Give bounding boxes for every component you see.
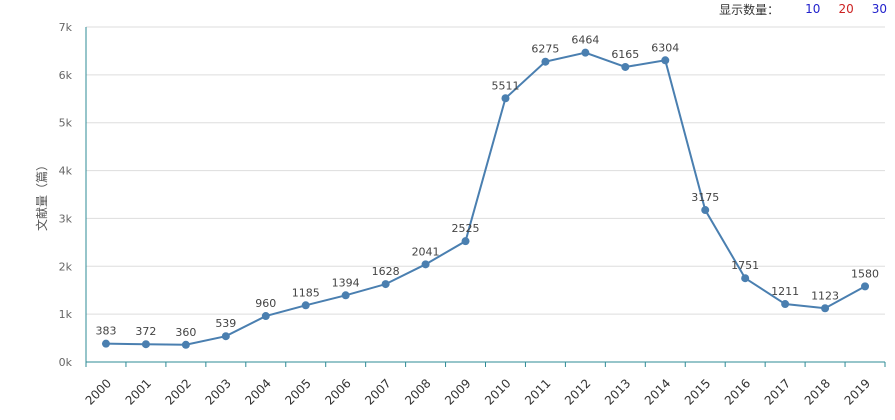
series-line — [105, 51, 866, 346]
x-axis-ticks: 2000 2001 2002 2003 2004 2005 2006 2007 2008 2009… — [83, 362, 886, 408]
data-label: 1751 — [731, 259, 759, 272]
data-point[interactable] — [261, 312, 270, 321]
x-tick-label: 2013 — [602, 376, 633, 407]
x-tick-label: 2004 — [242, 376, 273, 407]
data-label: 360 — [175, 326, 196, 339]
data-point[interactable] — [101, 339, 110, 348]
data-label: 383 — [95, 325, 116, 338]
data-labels: 383 372 360 539 960 1185 1394 1628 2041 2525 5511 6… — [95, 34, 879, 339]
x-tick-label: 2014 — [642, 376, 673, 407]
x-tick-label: 2008 — [402, 376, 433, 407]
data-label: 6304 — [651, 41, 679, 54]
data-label: 1211 — [771, 285, 799, 298]
data-label: 372 — [135, 325, 156, 338]
data-label: 6275 — [531, 43, 559, 56]
y-tick-label: 5k — [59, 117, 73, 130]
x-tick-label: 2009 — [442, 376, 473, 407]
y-axis-label: 文献量（篇） — [34, 159, 49, 231]
x-tick-label: 2001 — [123, 376, 154, 407]
y-tick-label: 3k — [59, 212, 73, 225]
data-point[interactable] — [621, 62, 630, 71]
display-count-toolbar: 显示数量： 10 20 30 — [719, 0, 887, 18]
data-point[interactable] — [461, 237, 470, 246]
data-label: 3175 — [691, 191, 719, 204]
data-point[interactable] — [741, 274, 750, 283]
x-tick-label: 2012 — [562, 376, 593, 407]
x-tick-label: 2019 — [842, 376, 873, 407]
data-label: 960 — [255, 297, 276, 310]
data-point[interactable] — [781, 300, 790, 309]
x-tick-label: 2018 — [802, 376, 833, 407]
y-tick-label: 2k — [59, 260, 73, 273]
x-tick-label: 2007 — [362, 376, 393, 407]
data-label: 1628 — [372, 265, 400, 278]
data-point[interactable] — [661, 56, 670, 65]
data-point[interactable] — [341, 291, 350, 300]
display-count-option-20[interactable]: 20 — [838, 2, 854, 16]
data-point[interactable] — [421, 260, 430, 269]
display-count-option-30[interactable]: 30 — [871, 2, 887, 16]
display-count-option-10[interactable]: 10 — [805, 2, 821, 16]
x-tick-label: 2002 — [162, 376, 193, 407]
x-tick-label: 2003 — [202, 376, 233, 407]
x-tick-label: 2015 — [682, 376, 713, 407]
data-label: 5511 — [491, 79, 519, 92]
data-label: 6165 — [611, 48, 639, 61]
data-point[interactable] — [141, 340, 150, 349]
x-tick-label: 2006 — [322, 376, 353, 407]
data-points — [101, 48, 870, 349]
y-tick-label: 0k — [59, 356, 73, 369]
x-tick-label: 2016 — [722, 376, 753, 407]
data-point[interactable] — [181, 340, 190, 349]
data-label: 2041 — [412, 245, 440, 258]
y-tick-label: 6k — [59, 69, 73, 82]
data-label: 2525 — [452, 222, 480, 235]
y-tick-label: 4k — [59, 165, 73, 178]
data-label: 6464 — [571, 34, 599, 47]
data-point[interactable] — [861, 282, 870, 291]
data-point[interactable] — [541, 57, 550, 66]
display-count-label: 显示数量： — [719, 2, 780, 17]
data-point[interactable] — [221, 332, 230, 341]
data-point[interactable] — [301, 301, 310, 310]
data-point[interactable] — [381, 280, 390, 289]
y-axis-ticks: 0k 1k 2k 3k 4k 5k 6k 7k — [59, 21, 73, 369]
x-tick-label: 2010 — [482, 376, 513, 407]
x-tick-label: 2011 — [522, 376, 553, 407]
y-tick-label: 1k — [59, 308, 73, 321]
data-label: 1394 — [332, 276, 360, 289]
data-label: 1580 — [851, 267, 879, 280]
data-point[interactable] — [701, 206, 710, 215]
data-label: 539 — [215, 317, 236, 330]
data-point[interactable] — [821, 304, 830, 313]
x-tick-label: 2017 — [762, 376, 793, 407]
data-label: 1185 — [292, 286, 320, 299]
x-tick-label: 2000 — [83, 376, 114, 407]
data-point[interactable] — [581, 48, 590, 57]
y-tick-label: 7k — [59, 21, 73, 34]
data-point[interactable] — [501, 94, 510, 103]
data-label: 1123 — [811, 289, 839, 302]
x-tick-label: 2005 — [282, 376, 313, 407]
